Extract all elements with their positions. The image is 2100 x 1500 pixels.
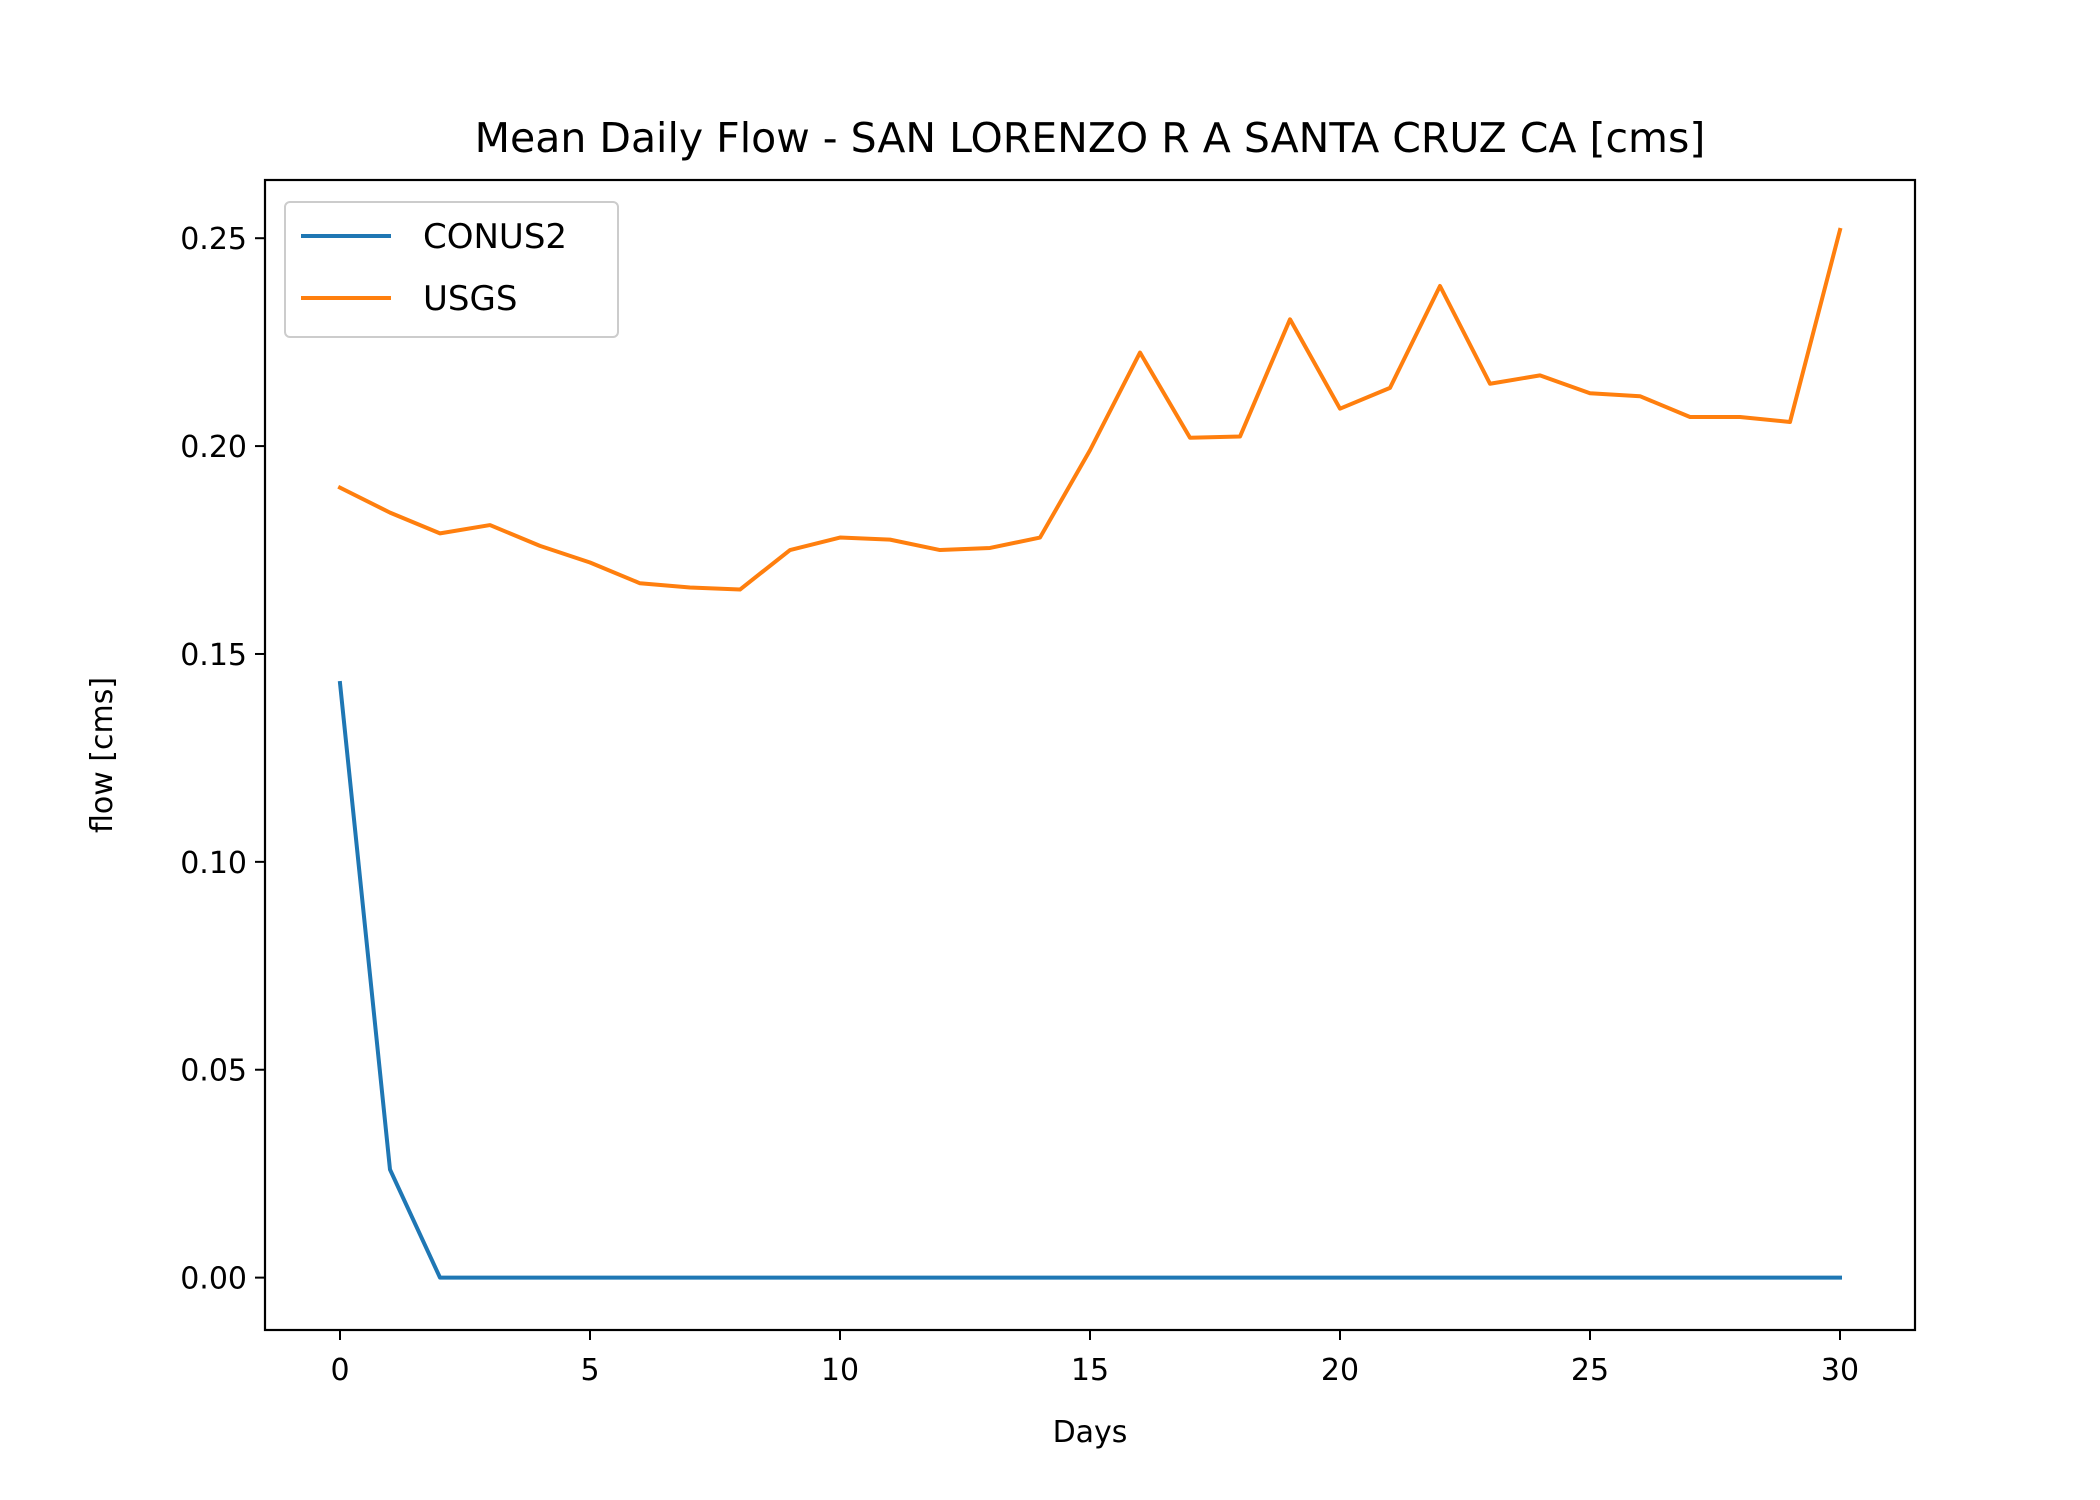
legend-label-conus2: CONUS2 <box>423 217 567 257</box>
legend-label-usgs: USGS <box>423 279 517 319</box>
y-tick-label: 0.15 <box>180 638 247 673</box>
y-axis-label: flow [cms] <box>85 677 120 833</box>
y-tick-label: 0.20 <box>180 430 247 465</box>
y-tick-label: 0.05 <box>180 1054 247 1089</box>
x-tick-label: 15 <box>1071 1353 1109 1388</box>
legend: CONUS2 USGS <box>284 201 619 338</box>
x-tick-label: 10 <box>821 1353 859 1388</box>
series-line-conus2 <box>337 680 1842 1280</box>
series-line-usgs <box>337 227 1843 592</box>
y-tick-label: 0.10 <box>180 846 247 881</box>
x-tick-label: 30 <box>1821 1353 1859 1388</box>
x-tick-label: 20 <box>1321 1353 1359 1388</box>
x-axis-label: Days <box>1053 1415 1128 1450</box>
y-axis: 0.00 0.05 0.10 0.15 0.20 0.25 <box>180 222 265 1297</box>
y-tick-label: 0.25 <box>180 222 247 257</box>
x-tick-label: 5 <box>580 1353 599 1388</box>
x-axis: 0 5 10 15 20 25 30 <box>330 1330 1859 1388</box>
x-tick-label: 0 <box>330 1353 349 1388</box>
series-layer <box>337 227 1843 1280</box>
x-tick-label: 25 <box>1571 1353 1609 1388</box>
y-tick-label: 0.00 <box>180 1262 247 1297</box>
chart-title: Mean Daily Flow - SAN LORENZO R A SANTA … <box>475 114 1706 162</box>
